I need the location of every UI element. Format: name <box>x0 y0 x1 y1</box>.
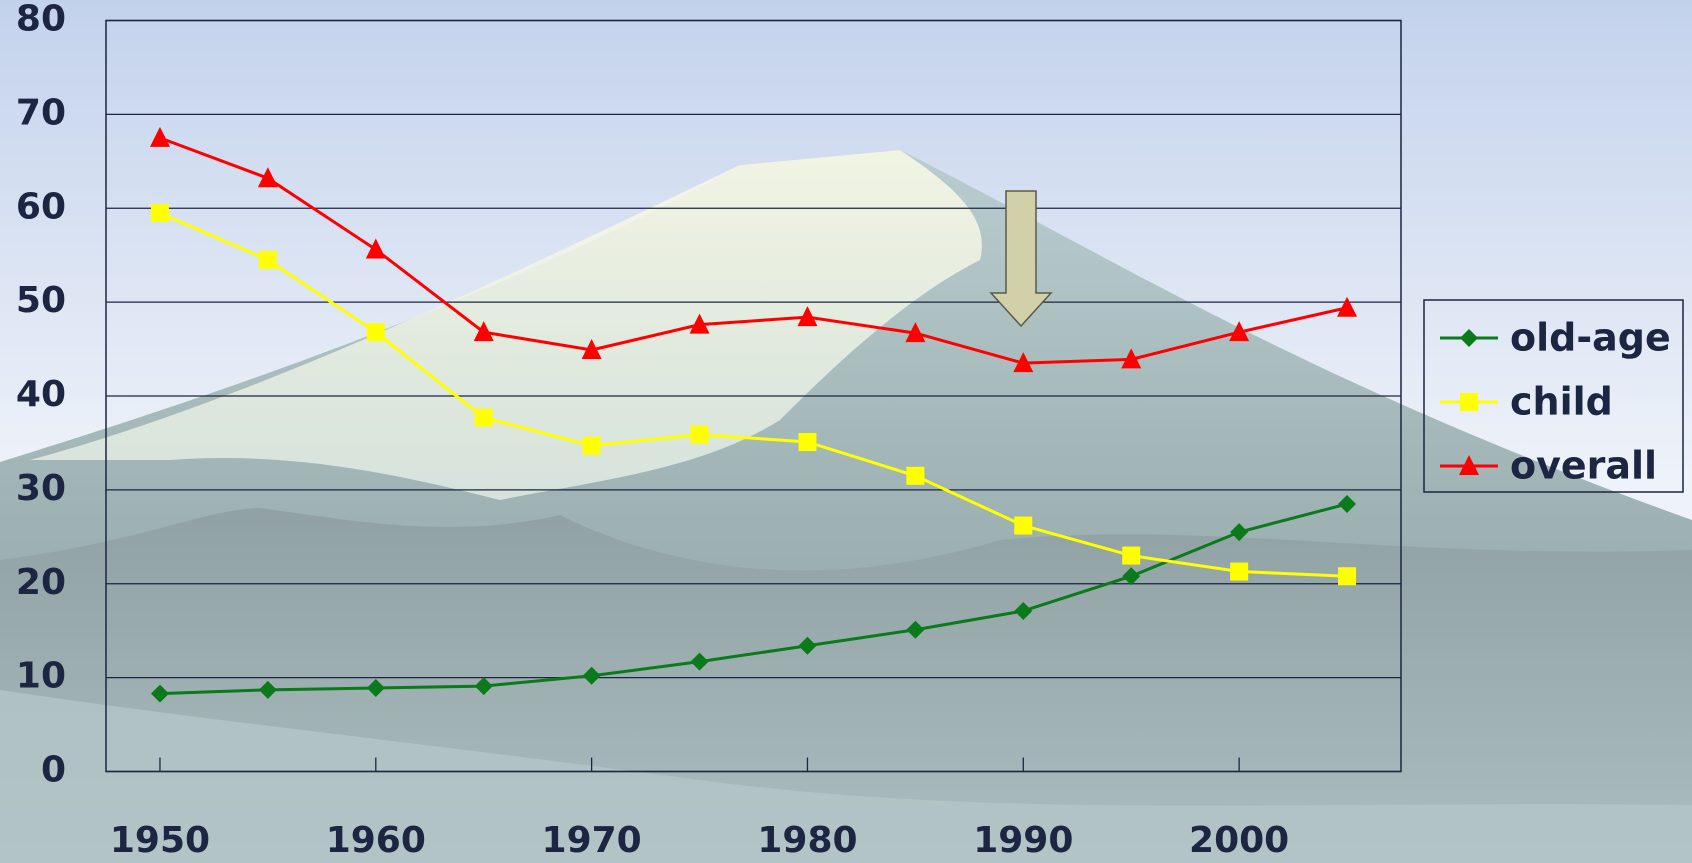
x-tick-label: 1980 <box>757 820 857 861</box>
marker <box>149 126 170 147</box>
marker <box>798 636 817 655</box>
legend-marker <box>1460 393 1478 411</box>
marker <box>906 620 925 639</box>
series-line <box>159 502 1348 696</box>
marker <box>689 313 710 334</box>
marker <box>581 339 602 360</box>
marker <box>150 684 169 703</box>
x-tick-label: 1970 <box>542 820 642 861</box>
marker <box>582 666 601 685</box>
legend-marker <box>1459 455 1479 475</box>
marker <box>1014 516 1033 535</box>
marker <box>906 466 925 485</box>
marker <box>797 306 818 327</box>
marker <box>473 321 494 342</box>
x-tick-label: 1960 <box>326 820 426 861</box>
marker <box>1122 546 1141 565</box>
marker <box>1338 494 1357 513</box>
legend-label: overall <box>1510 444 1657 488</box>
marker <box>1230 562 1249 581</box>
marker <box>257 167 278 188</box>
arrow-annotation <box>989 190 1053 328</box>
y-tick-label: 70 <box>16 92 66 133</box>
marker <box>366 323 385 342</box>
series-line <box>159 136 1348 365</box>
legend-box <box>1423 299 1684 493</box>
marker <box>474 408 493 427</box>
marker <box>798 432 817 451</box>
marker <box>150 203 169 222</box>
marker <box>1337 296 1358 317</box>
x-tick-label: 1990 <box>973 820 1073 861</box>
y-tick-label: 0 <box>41 750 66 791</box>
x-tick-label: 2000 <box>1189 820 1289 861</box>
marker <box>1229 321 1250 342</box>
y-tick-label: 80 <box>16 0 66 40</box>
marker <box>1121 348 1142 369</box>
y-tick-label: 50 <box>16 280 66 321</box>
x-tick-label: 1950 <box>110 820 210 861</box>
marker <box>905 322 926 343</box>
y-tick-label: 20 <box>16 562 66 603</box>
y-tick-label: 10 <box>16 656 66 697</box>
marker <box>365 238 386 259</box>
marker <box>366 678 385 697</box>
marker <box>258 250 277 269</box>
marker <box>582 436 601 455</box>
y-tick-label: 30 <box>16 468 66 509</box>
legend-marker <box>1460 329 1478 347</box>
legend-label: child <box>1510 380 1613 424</box>
marker <box>258 680 277 699</box>
y-tick-label: 40 <box>16 374 66 415</box>
series-line <box>159 211 1348 578</box>
marker <box>690 652 709 671</box>
marker <box>1014 601 1033 620</box>
mountain-snow <box>30 150 982 500</box>
marker <box>690 425 709 444</box>
y-tick-label: 60 <box>16 186 66 227</box>
foreground <box>0 690 1692 863</box>
marker <box>1338 567 1357 586</box>
legend-label: old-age <box>1510 316 1671 360</box>
marker <box>474 677 493 696</box>
marker <box>1230 523 1249 542</box>
marker <box>1122 567 1141 586</box>
marker <box>1013 352 1034 373</box>
